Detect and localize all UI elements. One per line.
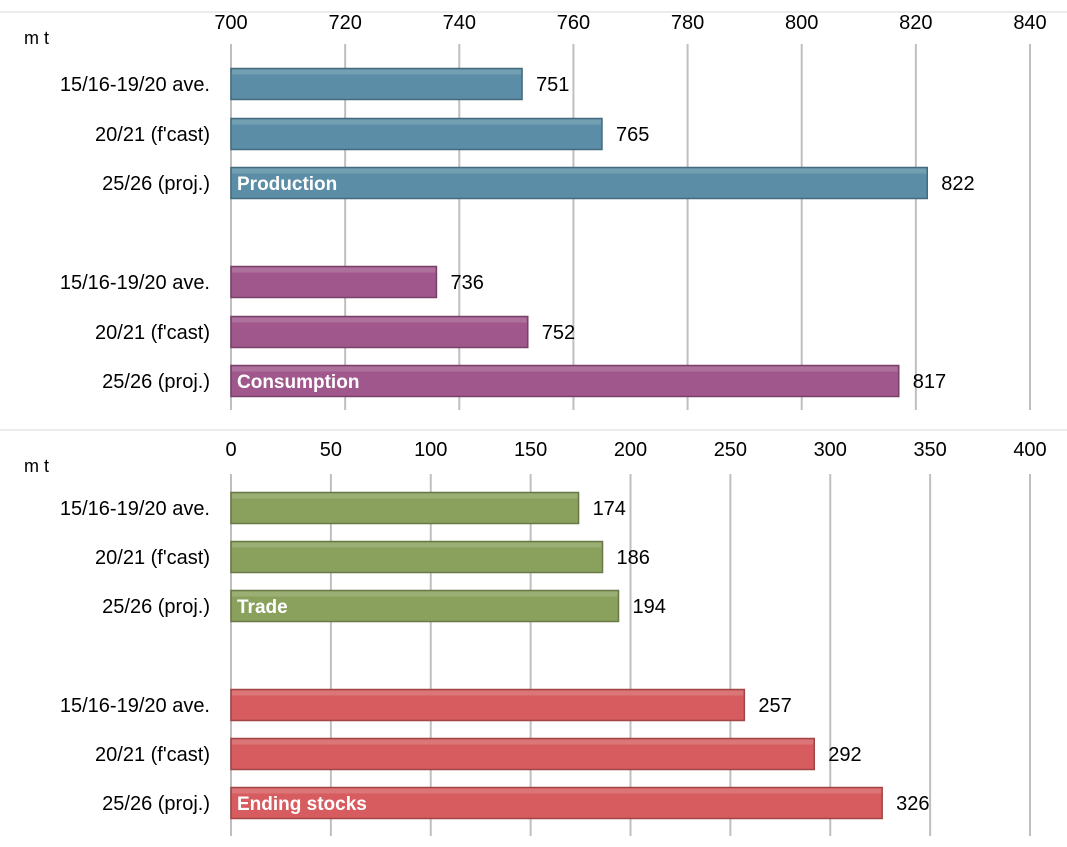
bar-highlight [232,542,602,548]
value-label: 194 [633,596,666,618]
x-tick-label: 50 [320,439,342,461]
bar-highlight [232,739,814,745]
bar-highlight [232,788,882,794]
x-tick-label: 760 [557,12,590,34]
category-label: 20/21 (f'cast) [95,124,210,146]
series-label: Consumption [237,372,359,393]
category-label: 20/21 (f'cast) [95,744,210,766]
x-tick-label: 350 [913,439,946,461]
category-label: 15/16-19/20 ave. [60,695,210,717]
category-label: 15/16-19/20 ave. [60,498,210,520]
value-label: 822 [941,173,974,195]
x-tick-label: 150 [514,439,547,461]
x-tick-label: 820 [899,12,932,34]
unit-label: m t [24,456,49,476]
category-label: 25/26 (proj.) [102,173,210,195]
x-tick-label: 740 [443,12,476,34]
value-label: 752 [542,322,575,344]
x-tick-label: 840 [1013,12,1046,34]
category-label: 20/21 (f'cast) [95,322,210,344]
x-tick-label: 250 [714,439,747,461]
series-label: Trade [237,597,288,618]
category-label: 25/26 (proj.) [102,371,210,393]
value-label: 186 [617,547,650,569]
bar-highlight [232,366,898,372]
category-label: 15/16-19/20 ave. [60,272,210,294]
bar-highlight [232,317,527,323]
value-label: 174 [593,498,626,520]
value-label: 326 [896,793,929,815]
category-label: 25/26 (proj.) [102,596,210,618]
x-tick-label: 700 [214,12,247,34]
value-label: 765 [616,124,649,146]
x-tick-label: 720 [328,12,361,34]
category-label: 15/16-19/20 ave. [60,74,210,96]
x-tick-label: 100 [414,439,447,461]
value-label: 751 [536,74,569,96]
x-tick-label: 200 [614,439,647,461]
value-label: 292 [828,744,861,766]
category-label: 25/26 (proj.) [102,793,210,815]
bar-highlight [232,690,744,696]
x-tick-label: 300 [814,439,847,461]
value-label: 257 [758,695,791,717]
value-label: 817 [913,371,946,393]
bar-highlight [232,267,436,273]
bar-highlight [232,119,601,125]
series-label: Ending stocks [237,794,367,815]
x-tick-label: 800 [785,12,818,34]
bar-highlight [232,168,927,174]
series-label: Production [237,174,337,195]
bar-highlight [232,591,618,597]
bar-highlight [232,493,578,499]
x-tick-label: 0 [225,439,236,461]
unit-label: m t [24,28,49,48]
x-tick-label: 780 [671,12,704,34]
bar-highlight [232,69,522,75]
x-tick-label: 400 [1013,439,1046,461]
category-label: 20/21 (f'cast) [95,547,210,569]
value-label: 736 [450,272,483,294]
